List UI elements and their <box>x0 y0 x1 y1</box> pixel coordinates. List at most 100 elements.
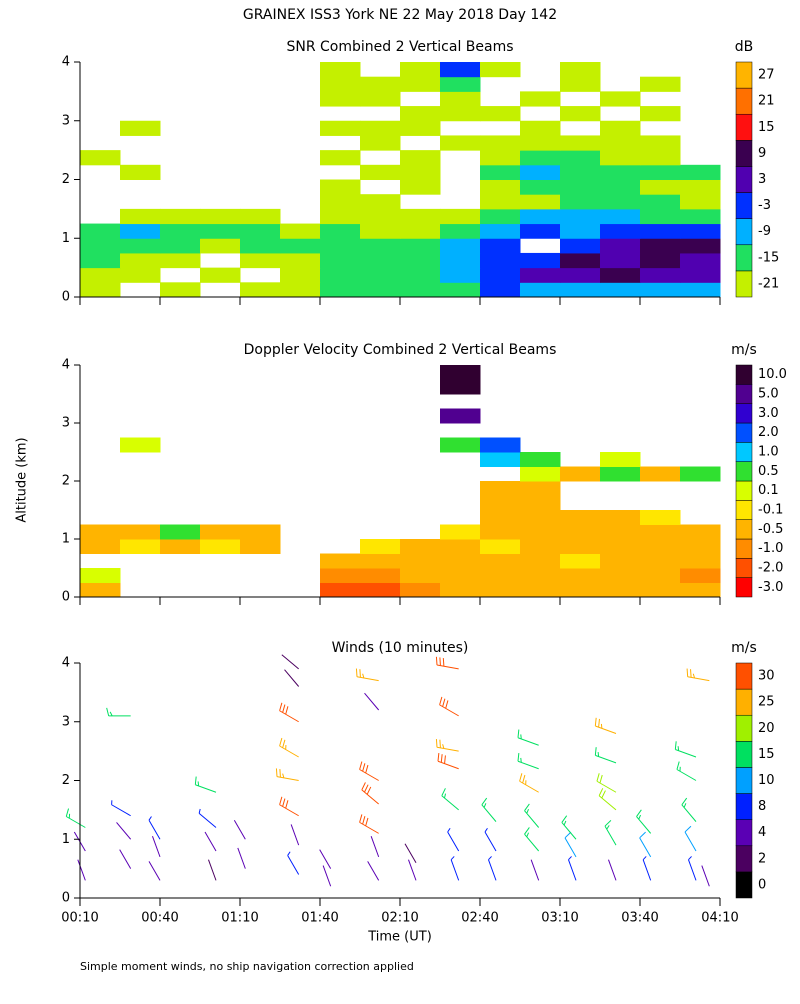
heat-cell <box>440 267 481 283</box>
heat-cell <box>600 91 641 107</box>
heat-cell <box>120 208 161 225</box>
wind-barb <box>688 856 697 881</box>
colorbar-unit: m/s <box>731 342 757 358</box>
wind-barb <box>439 696 459 717</box>
heat-cell <box>600 164 641 180</box>
wind-barb <box>639 831 652 858</box>
heat-cell <box>560 568 601 583</box>
heat-cell <box>480 252 521 269</box>
heat-cell <box>560 282 601 298</box>
wind-barb <box>77 859 86 881</box>
colorbar-label: -1.0 <box>758 541 783 556</box>
y-tick-label: 2 <box>62 773 70 788</box>
heat-cell <box>320 91 361 107</box>
wind-barb <box>608 859 617 881</box>
colorbar-band <box>735 166 753 193</box>
heat-cell <box>600 238 641 254</box>
heat-cell <box>360 91 401 107</box>
wind-barb <box>279 796 299 817</box>
colorbar-band <box>735 519 753 540</box>
heat-cell <box>560 223 601 239</box>
panel-title: SNR Combined 2 Vertical Beams <box>286 39 513 55</box>
colorbar-label: -0.5 <box>758 522 783 537</box>
heat-cell <box>560 62 601 78</box>
heat-cell <box>480 437 521 453</box>
heat-cell <box>600 267 641 283</box>
x-axis-label: Time (UT) <box>367 930 432 945</box>
heat-cell <box>520 282 561 298</box>
heat-cell <box>440 524 481 540</box>
colorbar-band <box>735 422 753 443</box>
colorbar-band <box>735 714 753 742</box>
wind-barb <box>364 692 380 711</box>
wind-barb <box>561 815 577 840</box>
heat-cell <box>640 539 681 554</box>
heat-cell <box>160 539 201 554</box>
colorbar-label: 20 <box>758 721 775 736</box>
wind-barb <box>598 788 617 811</box>
colorbar-band <box>735 113 753 141</box>
y-tick-label: 2 <box>62 172 70 187</box>
heat-cell <box>480 495 521 511</box>
heat-cell <box>80 524 121 540</box>
heat-cell <box>440 91 481 107</box>
y-tick-label: 3 <box>62 113 70 128</box>
wind-barb <box>281 654 299 670</box>
heat-cell <box>480 267 521 283</box>
heat-cell <box>200 267 241 283</box>
colorbar-label: -2.0 <box>758 561 783 576</box>
heat-cell <box>560 539 601 554</box>
heat-cell <box>520 164 561 180</box>
heat-cell <box>320 582 361 598</box>
heat-cell <box>80 267 121 283</box>
heat-cell <box>520 120 561 136</box>
colorbar-label: -0.1 <box>758 503 783 518</box>
heat-cell <box>520 568 561 583</box>
heat-cell <box>680 267 721 283</box>
heat-cell <box>320 238 361 254</box>
colorbar-band <box>735 218 753 246</box>
wind-barb <box>404 843 417 863</box>
colorbar-label: 10.0 <box>758 367 787 382</box>
wind-barb <box>275 768 299 781</box>
heat-cell <box>320 267 361 283</box>
heat-cell <box>400 106 441 122</box>
y-tick-label: 4 <box>62 358 70 373</box>
heat-cell <box>640 524 681 540</box>
heat-cell <box>640 76 681 92</box>
heat-cell <box>80 582 121 598</box>
heat-cell <box>680 539 721 554</box>
wind-barb <box>530 859 540 881</box>
heat-cell <box>440 437 481 453</box>
heat-cell <box>680 238 721 254</box>
wind-barb <box>106 707 131 717</box>
heat-cell <box>80 539 121 554</box>
heat-cell <box>360 267 401 283</box>
heat-cell <box>120 164 161 180</box>
heat-cell <box>560 106 601 122</box>
heat-cell <box>640 164 681 180</box>
wind-barb <box>674 741 697 758</box>
colorbar-band <box>735 480 753 501</box>
colorbar-label: -3.0 <box>758 580 783 595</box>
wind-barb <box>684 825 697 852</box>
wind-barb <box>435 739 459 752</box>
heat-cell <box>520 150 561 166</box>
heat-cell <box>240 524 281 540</box>
heat-cell <box>280 252 321 269</box>
y-tick-label: 2 <box>62 474 70 489</box>
wind-barb <box>65 808 86 828</box>
heat-cell <box>240 282 281 298</box>
heat-cell <box>320 282 361 298</box>
y-tick-label: 4 <box>62 55 70 70</box>
heat-cell <box>480 238 521 254</box>
heat-cell <box>680 568 721 583</box>
wind-barb <box>517 729 539 746</box>
wind-barb <box>596 773 617 793</box>
heat-cell <box>520 539 561 554</box>
heat-cell <box>160 524 201 540</box>
colorbar-band <box>735 270 753 298</box>
heat-cell <box>360 582 401 598</box>
wind-barb <box>370 836 380 858</box>
heat-cell <box>80 150 121 166</box>
